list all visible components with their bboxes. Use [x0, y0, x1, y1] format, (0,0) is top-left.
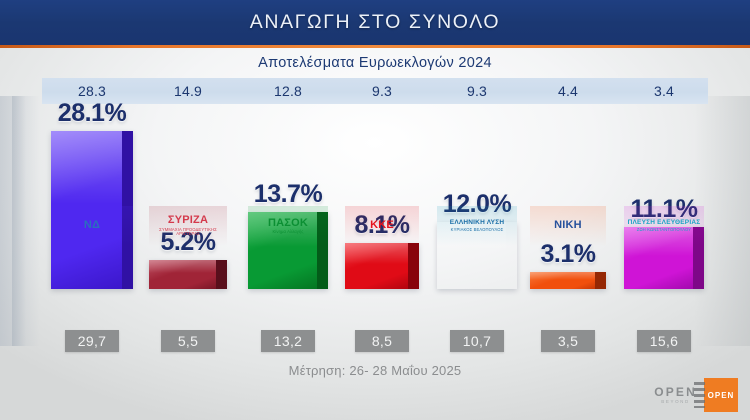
party-logo-name-niki: ΝΙΚΗ: [554, 219, 582, 232]
party-logo-pasok: ΠΑΣΟΚ Κίνημα Αλλαγής: [248, 206, 328, 246]
gray-value-niki: 3,5: [541, 330, 595, 352]
party-logo-name-kke: ΚΚΕ: [370, 219, 394, 232]
bar-value-label-syriza: 5.2%: [160, 228, 216, 256]
party-logo-name-elliniki-lysi: ΕΛΛΗΝΙΚΗ ΛΥΣΗ: [449, 218, 505, 226]
bar-column-elliniki-lysi: 12.0%: [437, 190, 517, 289]
party-logo-name-pasok: ΠΑΣΟΚ: [268, 216, 308, 229]
party-logo-name-syriza: ΣΥΡΙΖΑ: [167, 214, 209, 227]
party-logo-niki: ΝΙΚΗ: [530, 206, 606, 246]
party-logo-syriza: ΣΥΡΙΖΑ ΣΥΜΜΑΧΙΑ ΠΡΟΟΔΕΥΤΙΚΗΣ ΑΡΙΣΤΕΡΑΣ: [149, 206, 227, 246]
bar-pasok: [248, 212, 328, 289]
bar-value-label-plefsi: 11.1%: [630, 195, 698, 223]
bar-nd: [51, 131, 133, 289]
open-logo-box-label: OPEN: [707, 390, 735, 400]
previous-result-kke: 9.3: [371, 83, 393, 99]
gray-value-plefsi: 15,6: [637, 330, 691, 352]
party-logo-plefsi: ΠΛΕΥΣΗ ΕΛΕΥΘΕΡΙΑΣ ΖΩΗ ΚΩΝΣΤΑΝΤΟΠΟΥΛΟΥ: [624, 206, 704, 246]
gray-value-pasok: 13,2: [261, 330, 315, 352]
party-logo-kke: ΚΚΕ: [345, 206, 419, 246]
open-wordmark-secondary: BEYOND: [661, 398, 690, 404]
party-logo-sub-elliniki-lysi: ΚΥΡΙΑΚΟΣ ΒΕΛΟΠΟΥΛΟΣ: [450, 226, 504, 232]
bar-column-pasok: 13.7%: [248, 180, 328, 289]
gray-value-kke: 8,5: [355, 330, 409, 352]
bar-chart-plot: 28.1% 5.2% 13.7% 8.1% 12.0% 3.1% 11.1%: [0, 99, 750, 309]
bar-value-label-pasok: 13.7%: [253, 180, 323, 208]
party-logo-name-nd: ΝΔ: [83, 219, 101, 232]
party-logo-nd: ΝΔ: [51, 206, 133, 246]
open-logo-box: OPEN: [694, 378, 738, 412]
bar-syriza: [149, 260, 227, 289]
party-logo-sub-syriza: ΣΥΜΜΑΧΙΑ ΠΡΟΟΔΕΥΤΙΚΗΣ ΑΡΙΣΤΕΡΑΣ: [159, 226, 217, 237]
bar-value-label-elliniki-lysi: 12.0%: [442, 190, 512, 218]
subtitle: Αποτελέσματα Ευρωεκλογών 2024: [258, 55, 492, 71]
measurement-date: Μέτρηση: 26- 28 Μαΐου 2025: [288, 363, 462, 378]
bar-column-plefsi: 11.1%: [624, 195, 704, 289]
previous-result-pasok: 12.8: [273, 83, 303, 99]
bar-value-label-nd: 28.1%: [57, 99, 127, 127]
previous-result-nd: 28.3: [77, 83, 107, 99]
previous-result-syriza: 14.9: [173, 83, 203, 99]
bar-column-kke: 8.1%: [345, 211, 419, 289]
bar-plefsi: [624, 227, 704, 289]
previous-result-plefsi: 3.4: [653, 83, 675, 99]
page-title: ΑΝΑΓΩΓΗ ΣΤΟ ΣΥΝΟΛΟ: [249, 11, 501, 33]
party-logo-sub-plefsi: ΖΩΗ ΚΩΝΣΤΑΝΤΟΠΟΥΛΟΥ: [636, 226, 692, 232]
gray-value-nd: 29,7: [65, 330, 119, 352]
open-beyond-logo: OPEN BEYOND OPEN: [654, 378, 738, 412]
open-wordmark: OPEN BEYOND: [654, 386, 697, 405]
bar-elliniki-lysi: [437, 222, 517, 289]
bar-column-niki: 3.1%: [530, 240, 606, 289]
open-logo-bars-icon: [694, 382, 705, 408]
bar-niki: [530, 272, 606, 289]
party-logo-name-plefsi: ΠΛΕΥΣΗ ΕΛΕΥΘΕΡΙΑΣ: [627, 218, 701, 226]
bar-kke: [345, 243, 419, 289]
party-logo-sub-pasok: Κίνημα Αλλαγής: [272, 229, 304, 235]
gray-value-syriza: 5,5: [161, 330, 215, 352]
open-wordmark-primary: OPEN: [654, 384, 697, 399]
previous-results-strip: 28.3 14.9 12.8 9.3 9.3 4.4 3.4: [42, 78, 708, 104]
bar-column-syriza: 5.2%: [149, 228, 227, 289]
party-logo-elliniki-lysi: ΕΛΛΗΝΙΚΗ ΛΥΣΗ ΚΥΡΙΑΚΟΣ ΒΕΛΟΠΟΥΛΟΣ: [437, 206, 517, 246]
bar-value-label-niki: 3.1%: [540, 240, 596, 268]
previous-result-niki: 4.4: [557, 83, 579, 99]
gray-value-elliniki-lysi: 10,7: [450, 330, 504, 352]
header-bar: ΑΝΑΓΩΓΗ ΣΤΟ ΣΥΝΟΛΟ: [0, 0, 750, 48]
bar-value-label-kke: 8.1%: [354, 211, 410, 239]
bar-column-nd: 28.1%: [51, 99, 133, 289]
previous-result-elliniki-lysi: 9.3: [466, 83, 488, 99]
